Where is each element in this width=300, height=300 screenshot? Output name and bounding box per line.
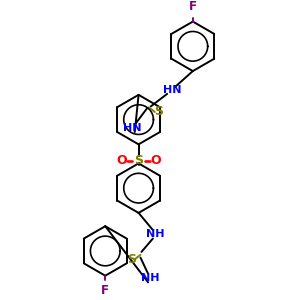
Text: F: F <box>189 0 197 13</box>
Text: HN: HN <box>163 85 181 95</box>
Text: S: S <box>128 253 136 266</box>
Text: NH: NH <box>146 229 165 239</box>
Text: HN: HN <box>123 123 141 133</box>
Text: O: O <box>150 154 161 167</box>
Text: F: F <box>101 284 109 297</box>
Text: NH: NH <box>141 273 159 283</box>
Text: S: S <box>134 154 143 167</box>
Text: S: S <box>154 104 163 118</box>
Text: O: O <box>116 154 127 167</box>
